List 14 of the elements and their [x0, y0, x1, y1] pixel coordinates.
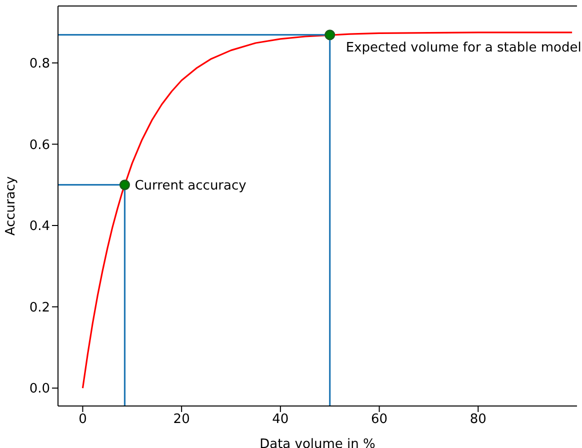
annotation: Current accuracy [134, 178, 247, 194]
x-tick-label: 20 [173, 412, 190, 428]
x-tick-label: 80 [470, 412, 486, 428]
x-axis-title: Data volume in % [260, 437, 376, 448]
y-tick-label: 0.8 [29, 56, 50, 72]
y-axis-title: Accuracy [4, 176, 19, 236]
x-tick-label: 40 [272, 412, 289, 428]
y-tick-label: 0.0 [29, 382, 50, 397]
annotation: Expected volume for a stable model [346, 40, 582, 56]
y-tick-label: 0.6 [29, 138, 50, 153]
y-tick-label: 0.2 [29, 300, 50, 316]
y-tick-label: 0.4 [29, 219, 50, 234]
x-tick-label: 60 [371, 412, 388, 428]
x-tick-label: 0 [78, 412, 87, 428]
